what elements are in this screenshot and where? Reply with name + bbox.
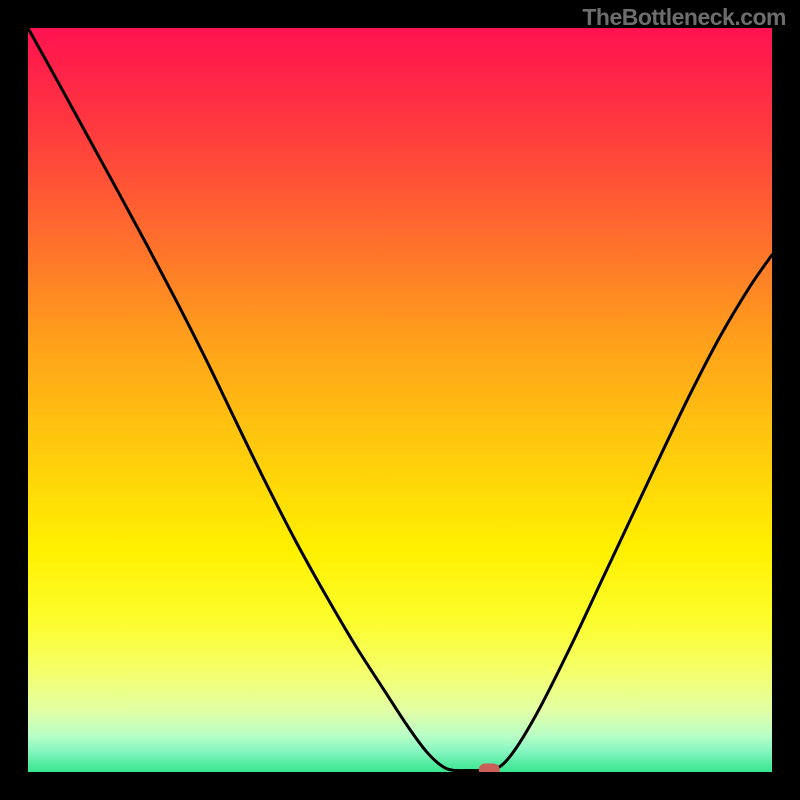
watermark-text: TheBottleneck.com [582, 4, 786, 31]
chart-background [28, 28, 772, 772]
chart-svg [28, 28, 772, 772]
bottleneck-chart [28, 28, 772, 772]
selection-marker [479, 763, 500, 772]
